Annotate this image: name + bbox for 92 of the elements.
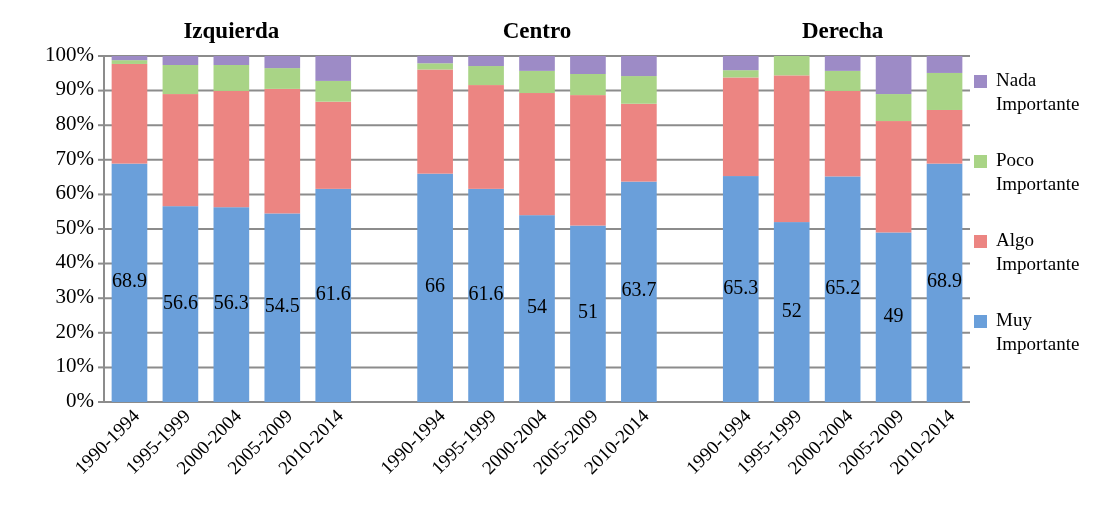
bar: [162, 65, 199, 95]
bar: [315, 188, 352, 402]
data-label: 52: [781, 298, 802, 321]
bar: [621, 56, 657, 77]
y-tick-label: 90%: [55, 76, 94, 101]
bar: [213, 207, 250, 402]
bar: [722, 70, 759, 78]
data-label: 66: [425, 274, 446, 297]
bar: [570, 225, 606, 402]
y-tick-label: 40%: [55, 249, 94, 274]
legend-label: Algo Importante: [996, 229, 1080, 275]
bar: [417, 56, 453, 64]
bar: [621, 181, 657, 402]
data-label: 65.3: [723, 275, 759, 298]
bar: [773, 56, 810, 76]
bar: [417, 63, 453, 70]
bar: [570, 73, 606, 96]
bar: [417, 173, 453, 402]
bar: [926, 109, 963, 164]
bar: [468, 188, 504, 402]
bar: [213, 65, 250, 91]
bar: [570, 95, 606, 226]
y-tick-label: 20%: [55, 318, 94, 343]
bar: [875, 121, 912, 233]
bar: [264, 213, 301, 402]
bar: [824, 56, 861, 71]
data-label: 49: [883, 303, 904, 326]
bar: [264, 88, 301, 214]
legend-label: Nada Importante: [996, 69, 1080, 115]
bar: [111, 60, 148, 64]
bar: [824, 70, 861, 91]
bar: [213, 90, 250, 208]
bar: [519, 56, 555, 71]
bar: [111, 63, 148, 164]
bar: [468, 85, 504, 189]
bar: [417, 69, 453, 174]
data-label: 63.7: [621, 278, 657, 301]
bar: [722, 77, 759, 177]
data-label: 56.6: [162, 290, 198, 313]
bar: [570, 56, 606, 74]
bar: [875, 232, 912, 402]
bar: [926, 56, 963, 73]
data-label: 51: [577, 300, 598, 323]
data-label: 54.5: [264, 294, 300, 317]
data-label: 54: [527, 295, 547, 318]
bar: [621, 76, 657, 104]
bar: [519, 70, 555, 94]
data-label: 68.9: [111, 269, 147, 292]
bar: [468, 66, 504, 86]
bar: [773, 75, 810, 223]
data-label: 56.3: [213, 291, 249, 314]
bar: [773, 222, 810, 402]
legend-label: Poco Importante: [996, 149, 1080, 195]
bar: [722, 56, 759, 71]
y-tick-label: 70%: [55, 145, 94, 170]
y-tick-label: 100%: [45, 41, 94, 66]
bar: [468, 56, 504, 67]
bar: [315, 101, 352, 189]
bar: [926, 163, 963, 402]
text: Centro: [502, 18, 572, 43]
bar: [824, 176, 861, 402]
y-tick-label: 60%: [55, 180, 94, 205]
bar: [111, 163, 148, 402]
y-tick-label: 50%: [55, 214, 94, 239]
data-label: 61.6: [315, 282, 351, 305]
bar: [875, 56, 912, 95]
bar: [722, 176, 759, 402]
data-label: 61.6: [468, 282, 504, 305]
bar: [264, 56, 301, 69]
bar: [162, 94, 199, 207]
bar: [621, 103, 657, 182]
y-tick-label: 80%: [55, 111, 94, 136]
bar: [162, 56, 199, 65]
bar: [519, 215, 555, 402]
data-label: 65.2: [825, 275, 861, 298]
bar: [162, 206, 199, 402]
legend-label: Muy Importante: [996, 309, 1080, 355]
text: Derecha: [801, 18, 884, 43]
y-tick-label: 10%: [55, 353, 94, 378]
bar: [315, 80, 352, 102]
bar: [111, 56, 148, 61]
bar: [213, 56, 250, 65]
bar: [875, 94, 912, 122]
bar: [264, 68, 301, 89]
bar: [519, 93, 555, 216]
bar: [926, 72, 963, 110]
bar: [824, 90, 861, 177]
data-label: 68.9: [927, 269, 963, 292]
bar: [315, 56, 352, 81]
text: Izquierda: [183, 18, 280, 43]
y-tick-label: 0%: [66, 387, 94, 412]
y-tick-label: 30%: [55, 284, 94, 309]
